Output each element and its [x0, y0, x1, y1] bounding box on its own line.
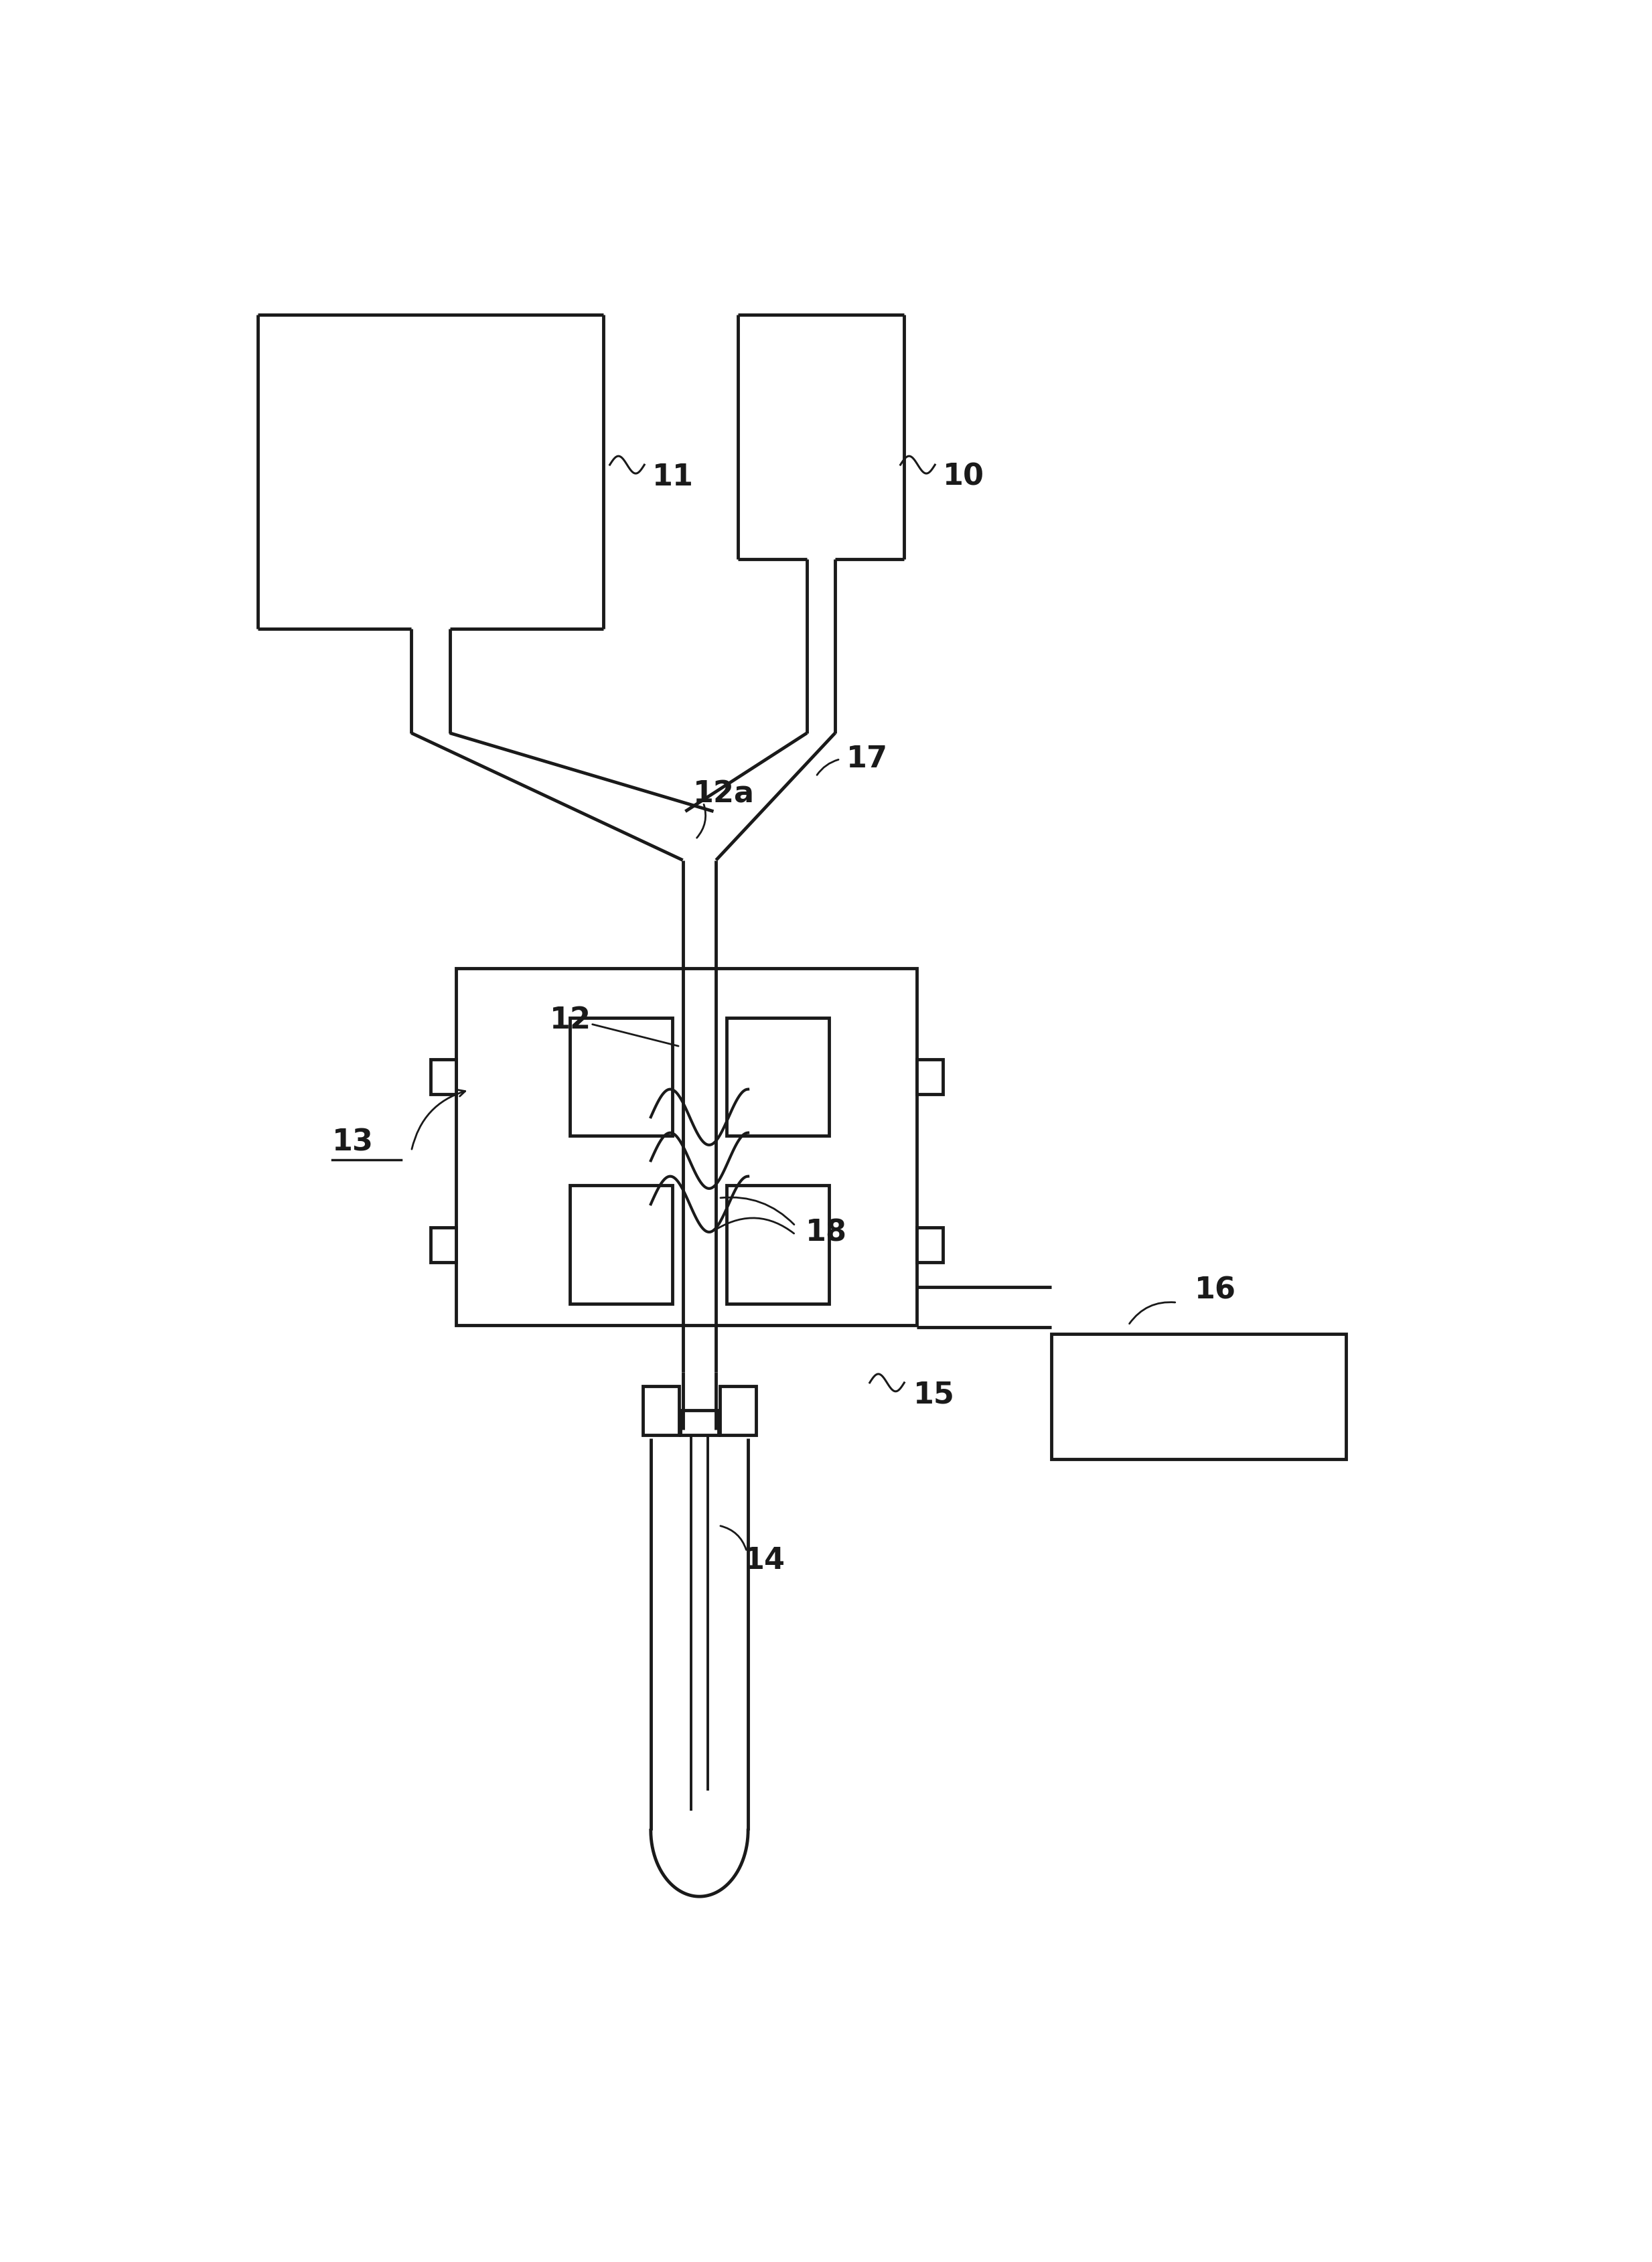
FancyBboxPatch shape — [917, 1226, 943, 1262]
FancyBboxPatch shape — [643, 1387, 679, 1434]
Text: 12: 12 — [550, 1007, 591, 1034]
FancyBboxPatch shape — [917, 1059, 943, 1095]
FancyBboxPatch shape — [727, 1018, 829, 1136]
FancyBboxPatch shape — [570, 1185, 672, 1303]
Text: 16: 16 — [1194, 1276, 1236, 1305]
Text: 15: 15 — [914, 1380, 955, 1409]
FancyBboxPatch shape — [1052, 1335, 1346, 1459]
FancyBboxPatch shape — [681, 1411, 719, 1434]
Text: 14: 14 — [743, 1545, 786, 1574]
Text: 12a: 12a — [694, 780, 755, 808]
FancyBboxPatch shape — [456, 968, 917, 1326]
FancyBboxPatch shape — [720, 1387, 755, 1434]
Text: 17: 17 — [847, 744, 889, 774]
FancyBboxPatch shape — [431, 1226, 456, 1262]
Text: 18: 18 — [806, 1219, 847, 1246]
Text: 10: 10 — [943, 461, 985, 491]
FancyBboxPatch shape — [431, 1059, 456, 1095]
FancyBboxPatch shape — [570, 1018, 672, 1136]
Text: 13: 13 — [332, 1129, 373, 1156]
FancyBboxPatch shape — [727, 1185, 829, 1303]
Text: 11: 11 — [653, 461, 694, 491]
